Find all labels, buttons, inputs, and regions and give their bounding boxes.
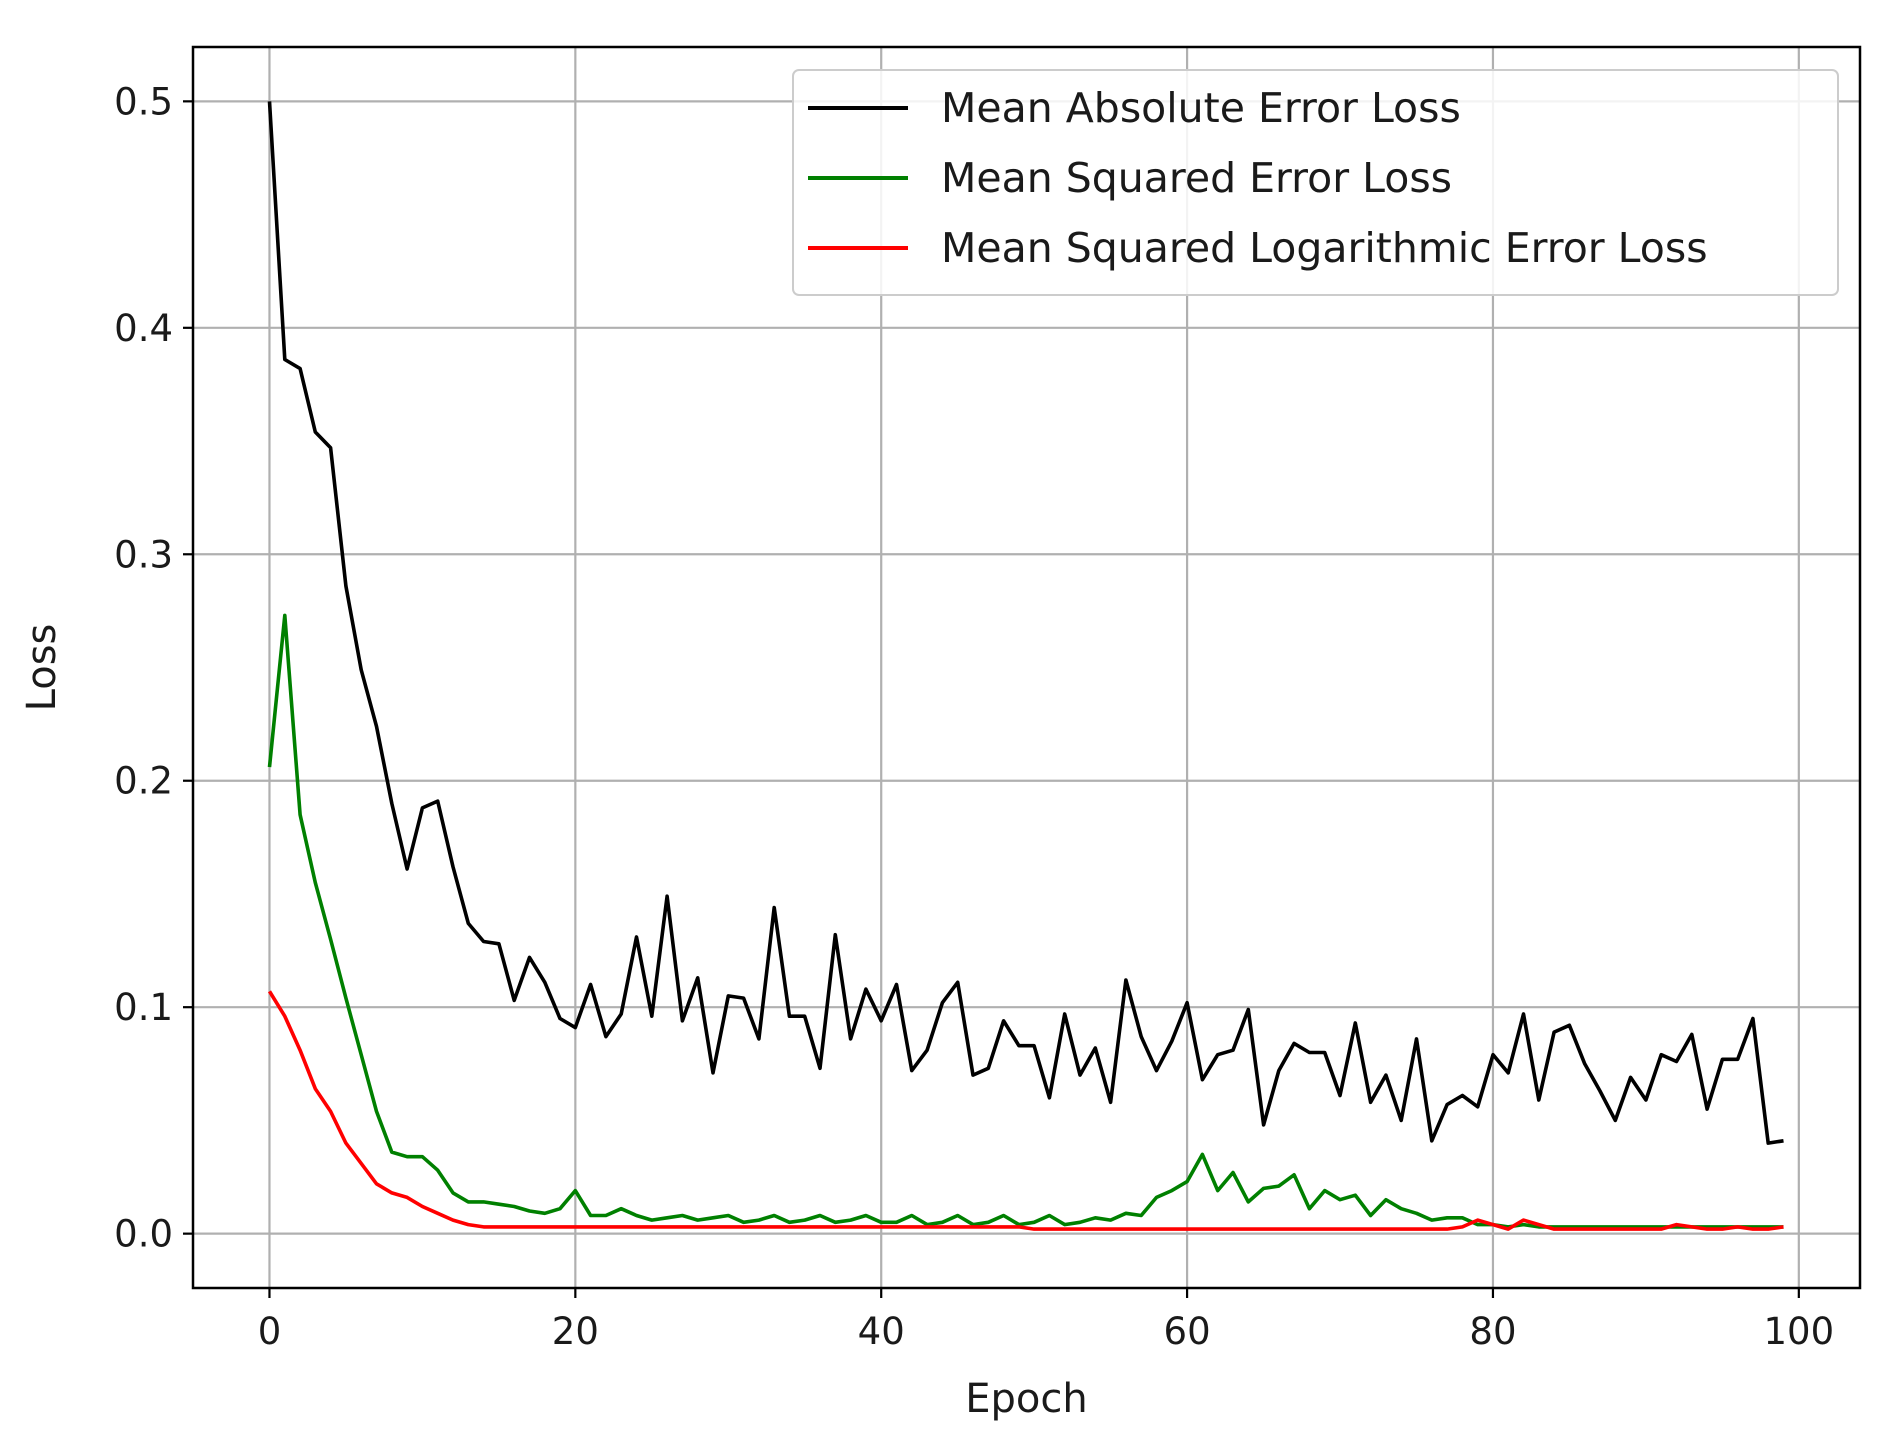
x-tick-label: 40: [858, 1310, 905, 1353]
y-axis-title: Loss: [19, 624, 65, 712]
series-line-mean-absolute-error-loss: [267, 101, 1784, 1145]
y-tick-label: 0.0: [114, 1213, 173, 1256]
legend-entry-label: Mean Squared Error Loss: [941, 154, 1452, 202]
y-tick-label: 0.5: [114, 80, 173, 123]
legend-entry-label: Mean Squared Logarithmic Error Loss: [941, 224, 1708, 272]
x-tick-label: 60: [1164, 1310, 1211, 1353]
plot-area-frame: [191, 45, 1862, 1290]
legend-entry-label: Mean Absolute Error Loss: [941, 84, 1461, 132]
y-axis: 0.0 0.1 0.2 0.3 0.4 0.5: [114, 80, 193, 1256]
x-tick-label: 20: [552, 1310, 599, 1353]
series-lines: [267, 101, 1784, 1231]
legend: Mean Absolute Error Loss Mean Squared Err…: [792, 69, 1839, 296]
x-tick-label: 80: [1469, 1310, 1516, 1353]
y-tick-label: 0.3: [114, 533, 173, 576]
series-line-mean-squared-logarithmic-error-loss: [267, 990, 1784, 1231]
x-tick-label: 0: [258, 1310, 282, 1353]
x-tick-label: 100: [1764, 1310, 1835, 1353]
y-tick-label: 0.1: [114, 986, 173, 1029]
y-tick-label: 0.2: [114, 760, 173, 803]
y-tick-label: 0.4: [114, 307, 173, 350]
x-axis-title: Epoch: [965, 1376, 1087, 1422]
series-line-mean-squared-error-loss: [267, 613, 1784, 1229]
legend-box: [792, 69, 1839, 296]
x-axis: 0 20 40 60 80 100: [258, 1288, 1834, 1353]
